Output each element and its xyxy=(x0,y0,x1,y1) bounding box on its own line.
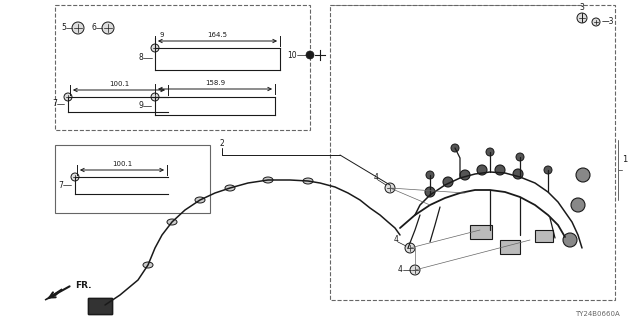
Circle shape xyxy=(71,173,79,181)
Circle shape xyxy=(486,148,494,156)
Text: 6: 6 xyxy=(91,23,96,33)
Text: 164.5: 164.5 xyxy=(207,32,227,38)
Bar xyxy=(55,145,210,213)
Circle shape xyxy=(576,168,590,182)
Bar xyxy=(330,5,615,300)
Text: 158.9: 158.9 xyxy=(205,80,225,86)
Bar xyxy=(88,298,112,314)
Circle shape xyxy=(306,51,314,59)
Circle shape xyxy=(151,44,159,52)
Circle shape xyxy=(64,93,72,101)
Circle shape xyxy=(405,243,415,253)
Circle shape xyxy=(410,265,420,275)
Ellipse shape xyxy=(263,177,273,183)
Text: 4: 4 xyxy=(373,173,378,182)
Text: 9: 9 xyxy=(160,32,164,38)
Circle shape xyxy=(385,183,395,193)
Text: 100.1: 100.1 xyxy=(112,161,132,167)
Bar xyxy=(55,5,310,130)
Ellipse shape xyxy=(195,197,205,203)
Circle shape xyxy=(425,187,435,197)
Ellipse shape xyxy=(143,262,153,268)
Text: 7: 7 xyxy=(58,180,63,189)
Ellipse shape xyxy=(303,178,313,184)
Text: —3: —3 xyxy=(602,18,614,27)
Text: 9: 9 xyxy=(138,101,143,110)
Bar xyxy=(500,240,520,254)
Text: 100.1: 100.1 xyxy=(109,81,129,87)
Text: 7: 7 xyxy=(52,100,57,108)
Text: 2: 2 xyxy=(220,139,225,148)
Circle shape xyxy=(151,93,159,101)
Circle shape xyxy=(544,166,552,174)
Text: 1: 1 xyxy=(622,156,627,164)
Text: 10: 10 xyxy=(287,51,297,60)
Polygon shape xyxy=(45,289,62,300)
Circle shape xyxy=(451,144,459,152)
Circle shape xyxy=(495,165,505,175)
Text: 4: 4 xyxy=(393,236,398,244)
Text: FR.: FR. xyxy=(75,281,92,290)
Circle shape xyxy=(516,153,524,161)
Text: 4: 4 xyxy=(398,266,403,275)
Text: 3: 3 xyxy=(580,4,584,12)
Text: 8: 8 xyxy=(138,53,143,62)
Text: TY24B0660A: TY24B0660A xyxy=(575,311,620,317)
Circle shape xyxy=(592,18,600,26)
Ellipse shape xyxy=(225,185,235,191)
Ellipse shape xyxy=(167,219,177,225)
Bar xyxy=(88,298,112,314)
Circle shape xyxy=(477,165,487,175)
Circle shape xyxy=(563,233,577,247)
Circle shape xyxy=(102,22,114,34)
Bar xyxy=(470,225,492,239)
Circle shape xyxy=(577,13,587,23)
Circle shape xyxy=(426,171,434,179)
Circle shape xyxy=(571,198,585,212)
Circle shape xyxy=(513,169,523,179)
Circle shape xyxy=(72,22,84,34)
Circle shape xyxy=(443,177,453,187)
Bar xyxy=(535,230,553,242)
Text: 5: 5 xyxy=(61,23,66,33)
Circle shape xyxy=(460,170,470,180)
